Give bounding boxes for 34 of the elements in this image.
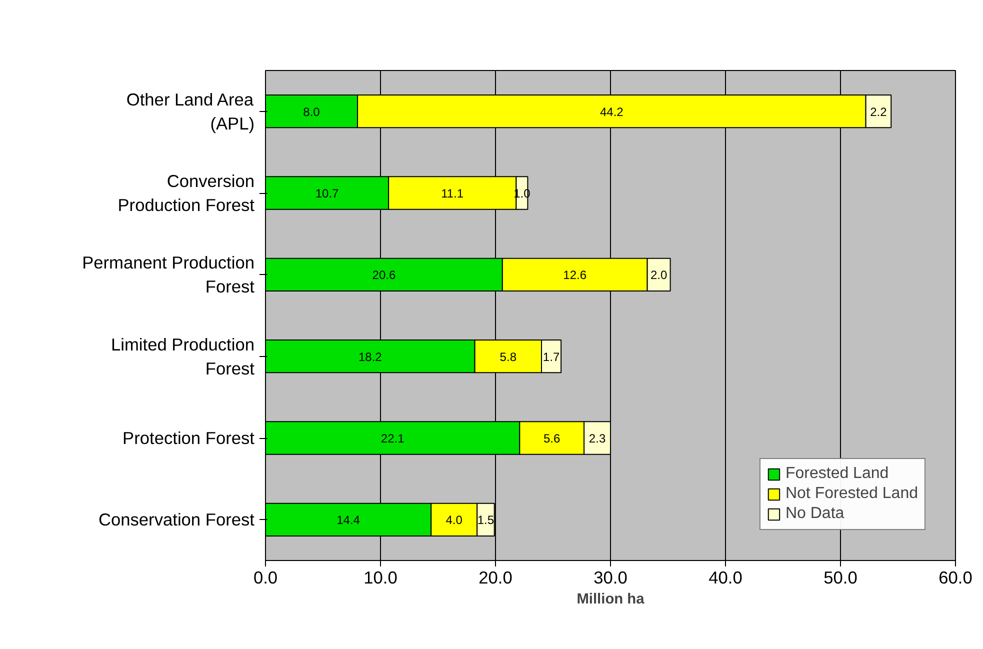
y-tick-label: Limited Production Forest xyxy=(110,334,255,378)
x-tick-label: 60.0 xyxy=(938,568,972,588)
data-label: 11.1 xyxy=(441,186,464,200)
data-label: 12.6 xyxy=(563,268,587,282)
data-label: 44.2 xyxy=(600,104,624,119)
data-label: 22.1 xyxy=(380,432,405,446)
data-label: 20.6 xyxy=(372,268,396,282)
data-label: 2.2 xyxy=(870,104,888,119)
legend-label: Not Forested Land xyxy=(785,485,918,503)
y-tick-label: Protection Forest xyxy=(122,428,255,448)
x-tick-label: 0.0 xyxy=(253,568,278,588)
x-tick-label: 30.0 xyxy=(594,568,628,588)
y-tick-label: Other Land Area (APL) xyxy=(126,89,255,134)
x-tick-label: 20.0 xyxy=(478,568,512,588)
data-label: 10.7 xyxy=(315,186,340,200)
x-tick-label: 10.0 xyxy=(364,568,398,588)
data-label: 1.5 xyxy=(477,513,494,528)
data-label: 14.4 xyxy=(336,513,360,528)
data-label: 5.8 xyxy=(500,350,517,364)
data-label: 8.0 xyxy=(303,104,320,119)
x-axis-title: Million ha xyxy=(576,592,646,608)
data-label: 2.0 xyxy=(650,268,668,282)
x-tick-label: 40.0 xyxy=(708,568,742,588)
data-label: 1.7 xyxy=(542,350,560,364)
data-label: 2.3 xyxy=(588,432,606,446)
data-label: 18.2 xyxy=(358,350,382,364)
y-tick-label: Conversion Production Forest xyxy=(118,171,255,215)
y-tick-label: Permanent Production Forest xyxy=(82,252,255,297)
data-label: 5.6 xyxy=(544,432,561,446)
legend-label: Forested Land xyxy=(785,465,889,483)
legend-label: No Data xyxy=(785,505,844,523)
data-label: 4.0 xyxy=(446,513,463,528)
y-tick-label: Conservation Forest xyxy=(98,510,255,530)
x-tick-label: 50.0 xyxy=(824,568,858,588)
